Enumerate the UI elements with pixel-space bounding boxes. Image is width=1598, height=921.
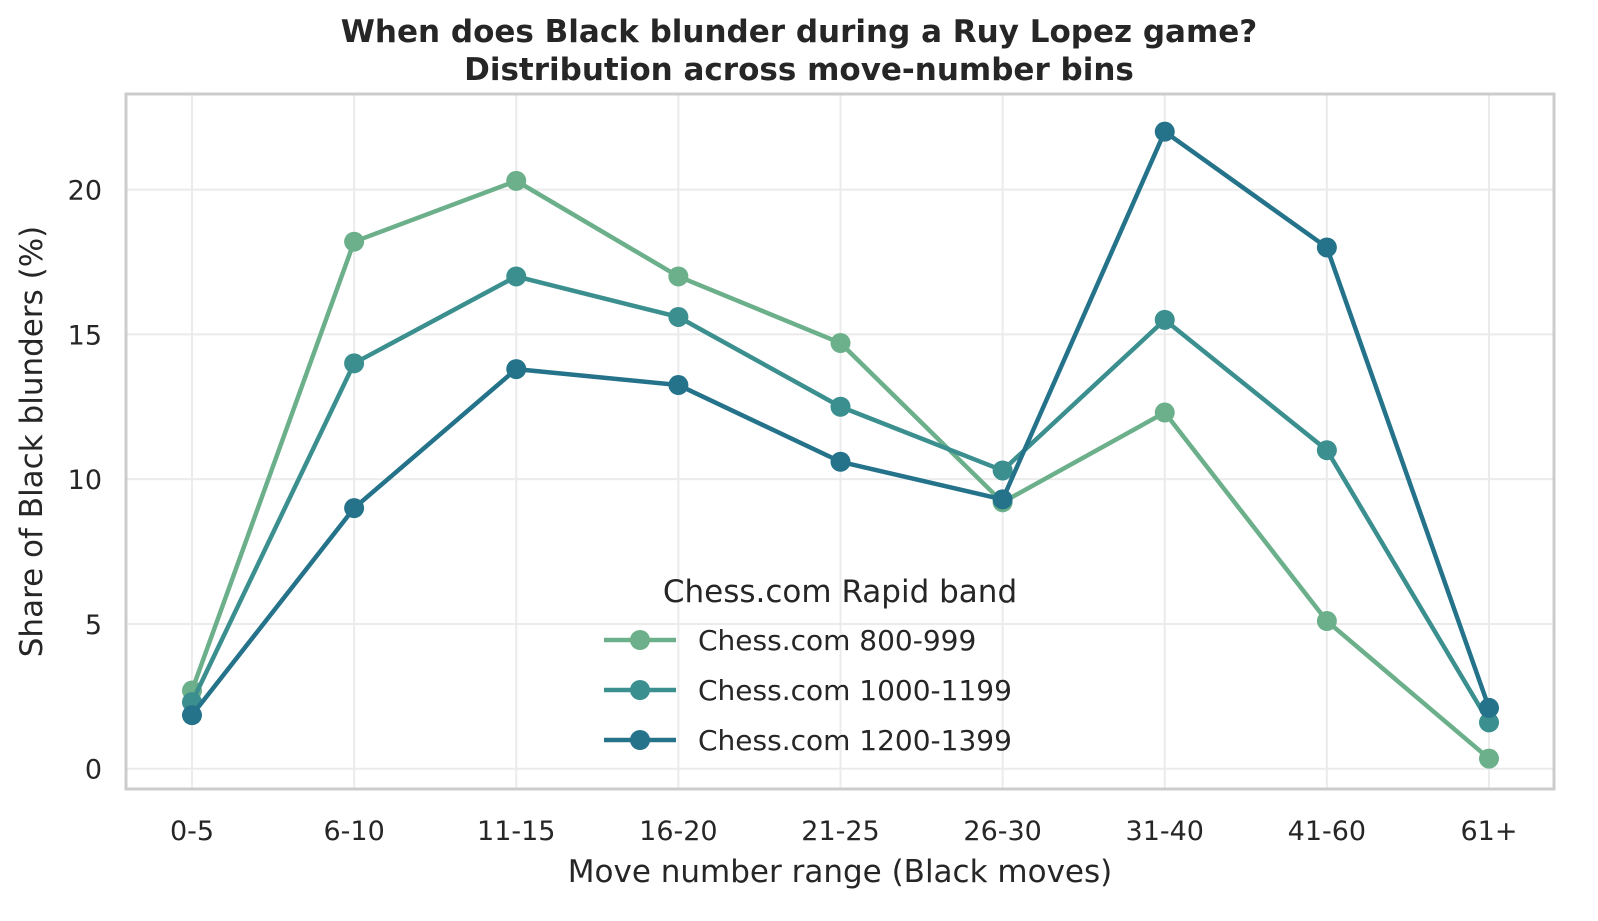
legend-swatch-marker (630, 630, 650, 650)
chart-title: When does Black blunder during a Ruy Lop… (340, 14, 1258, 50)
series-2 (182, 266, 1499, 733)
data-point (506, 359, 527, 380)
data-point (506, 266, 527, 287)
x-tick-label: 0-5 (170, 816, 214, 847)
y-tick-label: 15 (68, 320, 102, 351)
series-group (182, 121, 1499, 769)
data-point (344, 498, 365, 519)
legend-item: Chess.com 1200-1399 (604, 724, 1012, 757)
data-point (1154, 121, 1175, 142)
data-point (344, 231, 365, 252)
data-point (1479, 697, 1499, 718)
data-point (1316, 440, 1337, 461)
legend: Chess.com Rapid band Chess.com 800-999 Che… (604, 574, 1017, 757)
legend-item: Chess.com 800-999 (604, 624, 976, 657)
x-tick-label: 41-60 (1288, 816, 1366, 847)
x-tick-labels: 0-5 6-10 11-15 16-20 21-25 26-30 31-40 41-60 61+ (170, 816, 1518, 847)
plot-frame (124, 92, 1556, 791)
legend-swatch-marker (630, 680, 650, 700)
y-tick-label: 20 (68, 176, 102, 207)
data-point (992, 489, 1013, 510)
data-point (506, 170, 527, 191)
legend-label: Chess.com 800-999 (698, 624, 976, 657)
x-axis-label: Move number range (Black moves) (568, 854, 1112, 890)
data-point (1316, 611, 1337, 632)
y-tick-label: 5 (85, 610, 102, 641)
legend-swatch-marker (630, 730, 650, 750)
data-point (992, 460, 1013, 481)
y-tick-label: 0 (85, 755, 102, 786)
data-point (182, 705, 202, 726)
legend-label: Chess.com 1000-1199 (698, 674, 1012, 707)
legend-title: Chess.com Rapid band (663, 574, 1017, 610)
data-point (830, 396, 851, 417)
data-point (830, 451, 851, 472)
x-tick-label: 16-20 (639, 816, 717, 847)
legend-label: Chess.com 1200-1399 (698, 724, 1012, 757)
x-tick-label: 6-10 (323, 816, 384, 847)
data-point (344, 353, 365, 374)
data-point (830, 333, 851, 354)
data-point (1479, 712, 1499, 733)
x-tick-label: 11-15 (477, 816, 555, 847)
legend-item: Chess.com 1000-1199 (604, 674, 1012, 707)
data-point (668, 375, 689, 396)
y-tick-label: 10 (68, 465, 102, 496)
chart-subtitle: Distribution across move-number bins (464, 52, 1134, 88)
series-1 (182, 170, 1499, 769)
data-point (1154, 309, 1175, 330)
x-tick-label: 61+ (1461, 816, 1518, 847)
data-point (668, 266, 689, 287)
y-axis-label: Share of Black blunders (%) (14, 226, 50, 658)
data-point (668, 306, 689, 327)
data-point (1479, 748, 1499, 769)
data-point (1154, 402, 1175, 423)
x-tick-label: 26-30 (963, 816, 1041, 847)
y-tick-labels: 0 5 10 15 20 (68, 176, 102, 786)
data-point (1316, 237, 1337, 258)
x-tick-label: 31-40 (1126, 816, 1204, 847)
x-tick-label: 21-25 (801, 816, 879, 847)
series-3 (182, 121, 1499, 726)
